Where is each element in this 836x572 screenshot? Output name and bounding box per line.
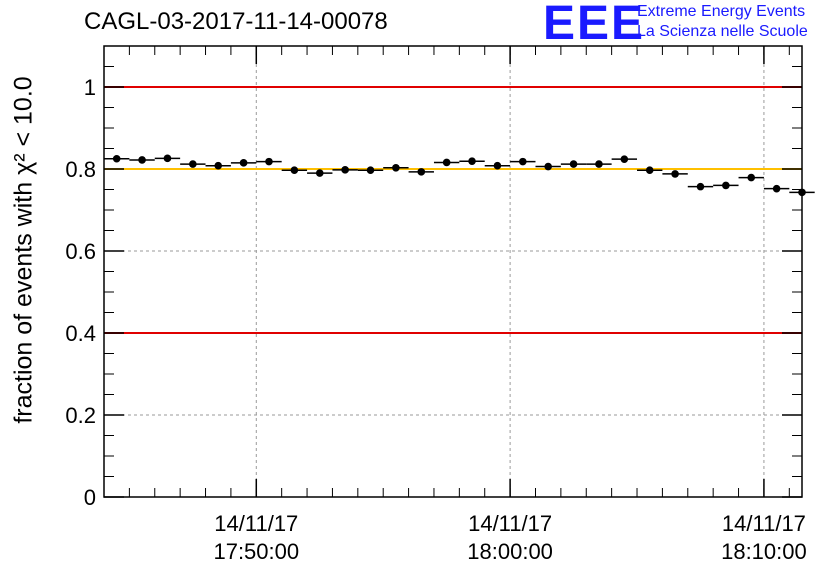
data-point bbox=[112, 154, 121, 163]
data-point bbox=[493, 161, 502, 170]
data-point bbox=[519, 157, 527, 166]
chart-title: CAGL-03-2017-11-14-00078 bbox=[84, 8, 388, 35]
data-point bbox=[747, 173, 756, 182]
data-point bbox=[620, 155, 629, 163]
data-point bbox=[239, 159, 248, 167]
data-point bbox=[772, 184, 781, 193]
tick-labels: 0 0.2 0.4 0.6 0.8 1 14/11/17 17:50:00 14/11/17 18… bbox=[65, 75, 806, 564]
data-point bbox=[468, 157, 476, 166]
x-tick-time-label: 18:00:00 bbox=[467, 539, 553, 564]
data-point bbox=[290, 166, 299, 175]
data-point bbox=[163, 154, 172, 163]
x-tick-time-label: 18:10:00 bbox=[721, 539, 807, 564]
data-point bbox=[315, 169, 324, 177]
data-point bbox=[595, 160, 603, 168]
data-point bbox=[341, 166, 349, 174]
plot-frame bbox=[103, 45, 803, 498]
x-tick-time-label: 17:50:00 bbox=[213, 539, 299, 564]
y-tick-label: 0 bbox=[84, 485, 96, 510]
data-point bbox=[138, 156, 146, 164]
y-tick-label: 0.4 bbox=[65, 321, 96, 346]
data-point bbox=[189, 160, 197, 168]
data-point bbox=[392, 163, 400, 172]
x-tick-date-label: 14/11/17 bbox=[468, 511, 552, 536]
reference-lines bbox=[104, 86, 802, 334]
data-point bbox=[442, 158, 451, 167]
y-axis-label: fraction of events with χ² < 10.0 bbox=[9, 76, 38, 424]
data-point bbox=[417, 168, 426, 176]
y-tick-label: 0.2 bbox=[65, 403, 96, 428]
y-tick-label: 1 bbox=[84, 75, 96, 100]
data-point bbox=[214, 161, 223, 170]
logo-line-1: Extreme Energy Events bbox=[637, 3, 806, 20]
y-tick-label: 0.8 bbox=[65, 157, 96, 182]
data-point bbox=[366, 166, 375, 175]
data-point bbox=[265, 157, 273, 166]
eee-logo-word: EEE bbox=[543, 0, 646, 50]
data-series bbox=[104, 154, 815, 197]
x-tick-date-label: 14/11/17 bbox=[722, 511, 806, 536]
data-point bbox=[671, 170, 679, 178]
grid-lines bbox=[104, 46, 802, 497]
data-point bbox=[696, 182, 705, 191]
logo-line-2: La Scienza nelle Scuole bbox=[637, 23, 808, 40]
data-point bbox=[569, 160, 578, 168]
data-point bbox=[544, 162, 552, 171]
x-tick-date-label: 14/11/17 bbox=[214, 511, 298, 536]
data-point bbox=[722, 181, 730, 190]
y-tick-label: 0.6 bbox=[65, 239, 96, 264]
data-point bbox=[645, 166, 654, 175]
axis-ticks bbox=[103, 46, 802, 498]
